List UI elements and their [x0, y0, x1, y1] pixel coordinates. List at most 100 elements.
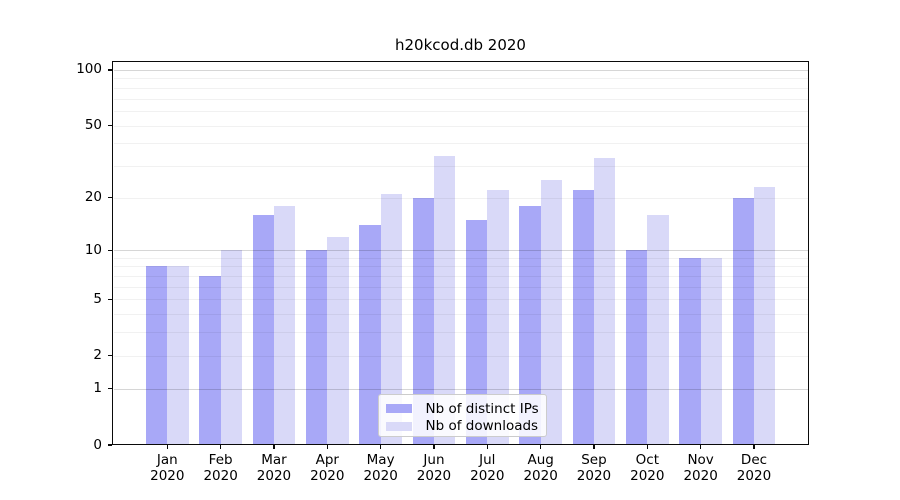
x-tick-label-line: 2020 — [363, 467, 398, 484]
x-tick-label-line: Sep — [581, 452, 607, 468]
grid-minor-line — [114, 125, 809, 127]
y-tick-label: 1 — [93, 380, 102, 397]
x-tick-label-line: Jun — [423, 452, 445, 468]
x-tick-label-line: May — [366, 452, 395, 468]
x-tick-label-line: Aug — [527, 452, 554, 468]
x-tick-mark — [700, 445, 702, 449]
x-tick-label-line: 2020 — [683, 467, 718, 484]
x-tick-label-line: Nov — [687, 452, 714, 468]
y-tick-mark — [108, 69, 112, 71]
bar-nb-of-distinct-ips-oct — [625, 250, 648, 444]
bar-nb-of-distinct-ips-sep — [572, 190, 594, 444]
y-tick-mark — [108, 444, 112, 446]
x-tick-label: Nov 2020 — [674, 452, 728, 484]
x-tick-label: Oct 2020 — [620, 452, 674, 484]
x-tick-label-line: Mar — [261, 452, 287, 468]
x-tick-label: Jul 2020 — [460, 452, 514, 484]
y-tick-label: 10 — [84, 241, 102, 258]
bar-nb-of-downloads-feb — [220, 250, 242, 444]
y-tick-mark — [108, 249, 112, 251]
x-tick-label: Sep 2020 — [567, 452, 621, 484]
y-tick-label: 2 — [93, 347, 102, 364]
x-tick-label-line: Dec — [740, 452, 768, 468]
x-tick-mark — [433, 445, 435, 449]
bar-nb-of-downloads-jul — [487, 190, 509, 444]
x-tick-label: Feb 2020 — [194, 452, 248, 484]
grid-minor-line — [114, 78, 809, 80]
x-tick-mark — [486, 445, 488, 449]
x-tick-mark — [539, 445, 542, 449]
x-tick-mark — [166, 445, 168, 449]
x-tick-label: Dec 2020 — [727, 452, 781, 484]
x-tick-label-line: 2020 — [630, 467, 665, 484]
x-tick-label-line: 2020 — [576, 467, 612, 484]
x-tick-label-line: Apr — [315, 452, 339, 468]
y-tick-mark — [108, 124, 112, 127]
x-tick-mark — [593, 445, 595, 449]
bar-nb-of-downloads-apr — [327, 236, 349, 444]
legend-entry: Nb of downloads — [386, 417, 539, 434]
x-tick-label-line: 2020 — [416, 467, 452, 484]
grid-minor-line — [114, 110, 809, 112]
chart-title: h20kcod.db 2020 — [395, 36, 526, 54]
bar-nb-of-downloads-dec — [753, 186, 776, 444]
x-tick-label: Aug 2020 — [514, 452, 568, 484]
bar-nb-of-distinct-ips-mar — [252, 214, 274, 444]
x-tick-label-line: 2020 — [310, 467, 345, 484]
y-tick-label: 0 — [93, 436, 102, 453]
grid-minor-line — [114, 165, 809, 167]
legend-swatch-icon — [386, 404, 412, 414]
bar-nb-of-downloads-nov — [700, 257, 722, 444]
bar-nb-of-distinct-ips-apr — [305, 250, 328, 444]
x-tick-label-line: Feb — [208, 452, 233, 468]
x-tick-label-line: 2020 — [470, 467, 505, 484]
x-tick-mark — [379, 445, 382, 449]
bar-nb-of-distinct-ips-feb — [199, 276, 221, 444]
legend-label: Nb of distinct IPs — [425, 400, 539, 417]
bar-nb-of-distinct-ips-jun — [412, 197, 434, 444]
grid-minor-line — [114, 197, 809, 199]
x-tick-label-line: Oct — [635, 452, 659, 468]
x-tick-label: Mar 2020 — [247, 452, 301, 484]
bar-nb-of-distinct-ips-jul — [465, 219, 488, 444]
y-tick-mark — [108, 355, 112, 357]
x-tick-mark — [219, 445, 222, 449]
x-tick-label-line: 2020 — [150, 467, 185, 484]
bar-nb-of-distinct-ips-aug — [519, 205, 541, 444]
bar-nb-of-distinct-ips-may — [359, 224, 381, 444]
grid-minor-line — [114, 87, 809, 89]
x-tick-label: Jan 2020 — [140, 452, 194, 484]
legend-entry: Nb of distinct IPs — [386, 400, 539, 417]
x-tick-label-line: 2020 — [256, 467, 292, 484]
y-tick-mark — [108, 388, 112, 390]
y-tick-label: 100 — [76, 61, 102, 78]
y-tick-label: 20 — [84, 189, 102, 206]
bar-nb-of-distinct-ips-jan — [145, 266, 168, 444]
x-tick-label-line: Jul — [479, 452, 496, 468]
bar-nb-of-downloads-may — [380, 193, 402, 444]
legend: Nb of distinct IPs Nb of downloads — [378, 394, 547, 437]
y-tick-label: 50 — [84, 117, 102, 133]
x-tick-mark — [753, 445, 755, 449]
x-tick-label: Jun 2020 — [407, 452, 461, 484]
x-tick-mark — [326, 445, 328, 449]
y-tick-label: 5 — [93, 290, 102, 307]
x-tick-label-line: 2020 — [203, 467, 238, 484]
bar-nb-of-downloads-jan — [167, 266, 189, 444]
x-tick-mark — [273, 445, 275, 449]
grid-major-line — [114, 250, 809, 252]
x-tick-label-line: 2020 — [523, 467, 558, 484]
legend-swatch-icon — [386, 421, 412, 431]
x-tick-label-line: Jan — [156, 452, 178, 468]
bar-nb-of-downloads-jun — [433, 156, 456, 444]
x-tick-label-line: 2020 — [736, 467, 772, 484]
bar-nb-of-downloads-oct — [647, 214, 669, 444]
bar-nb-of-distinct-ips-nov — [679, 257, 701, 444]
grid-major-line — [114, 69, 809, 71]
y-tick-mark — [108, 197, 112, 199]
y-tick-mark — [108, 298, 112, 301]
bar-nb-of-downloads-sep — [593, 158, 616, 444]
legend-label: Nb of downloads — [425, 418, 539, 435]
bar-nb-of-downloads-aug — [540, 180, 562, 444]
